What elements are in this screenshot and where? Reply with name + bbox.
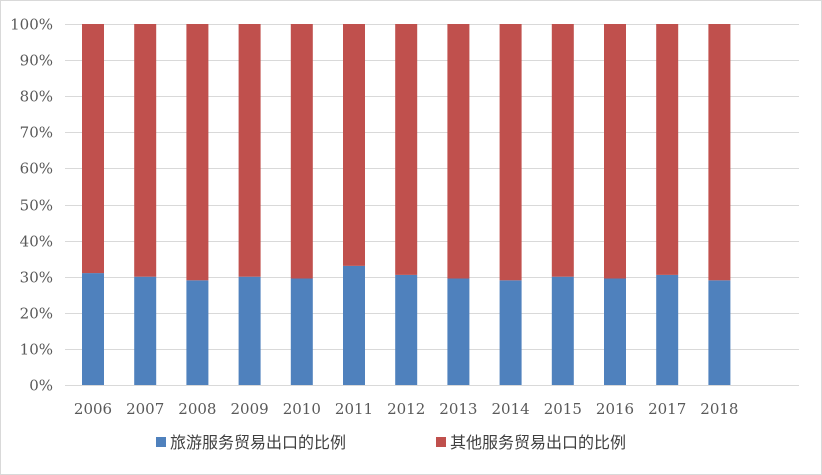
bar-tourism-2009	[238, 276, 261, 385]
bar-other-2013	[447, 24, 470, 279]
y-tick-label: 90%	[20, 52, 53, 70]
bar-tourism-2016	[604, 278, 626, 385]
bar-other-2016	[604, 24, 626, 279]
x-tick-label: 2017	[648, 400, 686, 418]
bar-tourism-2011	[343, 265, 365, 385]
y-tick-label: 0%	[29, 377, 53, 395]
legend-swatch	[436, 437, 446, 447]
y-tick-label: 50%	[20, 197, 53, 215]
x-tick-label: 2008	[178, 400, 216, 418]
y-tick-label: 60%	[20, 160, 53, 178]
y-axis-tick-labels: 0% 10% 20% 30% 40% 50% 60% 70% 80% 90% 100%	[10, 16, 53, 395]
bar-other-2008	[186, 24, 209, 281]
bar-other-2006	[82, 24, 104, 274]
gridlines	[65, 24, 799, 350]
bar-other-2009	[238, 24, 261, 277]
y-tick-label: 40%	[20, 233, 53, 251]
bar-tourism-2007	[134, 276, 157, 385]
bar-series	[82, 24, 731, 385]
bar-tourism-2018	[708, 280, 731, 385]
x-tick-label: 2018	[700, 400, 738, 418]
x-tick-label: 2014	[492, 400, 530, 418]
bar-tourism-2010	[290, 278, 313, 385]
bar-other-2007	[134, 24, 157, 277]
x-tick-label: 2009	[231, 400, 269, 418]
bar-other-2018	[708, 24, 731, 281]
bar-tourism-2006	[82, 273, 104, 385]
bar-other-2017	[656, 24, 679, 275]
bar-tourism-2015	[551, 276, 574, 385]
legend-label: 旅游服务贸易出口的比例	[170, 433, 346, 452]
legend[interactable]: 旅游服务贸易出口的比例 其他服务贸易出口的比例	[156, 433, 626, 452]
x-tick-label: 2015	[544, 400, 582, 418]
y-tick-label: 10%	[20, 341, 53, 359]
y-tick-label: 20%	[20, 305, 53, 323]
x-tick-label: 2012	[387, 400, 425, 418]
x-tick-label: 2007	[126, 400, 164, 418]
y-tick-label: 100%	[10, 16, 53, 34]
y-tick-label: 80%	[20, 88, 53, 106]
y-tick-label: 70%	[20, 124, 53, 142]
x-axis-tick-labels: 2006 2007 2008 2009 2010 2011 2012 2013 2014 2015…	[74, 400, 739, 418]
y-tick-label: 30%	[20, 269, 53, 287]
bar-tourism-2017	[656, 274, 679, 385]
bar-tourism-2012	[395, 274, 418, 385]
bar-other-2011	[343, 24, 365, 266]
x-tick-label: 2010	[283, 400, 321, 418]
x-tick-label: 2013	[439, 400, 477, 418]
bar-tourism-2008	[186, 280, 209, 385]
x-tick-label: 2016	[596, 400, 634, 418]
bar-other-2010	[290, 24, 313, 279]
bar-other-2014	[499, 24, 522, 281]
legend-label: 其他服务贸易出口的比例	[450, 433, 626, 452]
bar-tourism-2014	[499, 280, 522, 385]
legend-swatch	[156, 437, 166, 447]
bar-other-2012	[395, 24, 418, 275]
bar-tourism-2013	[447, 278, 470, 385]
x-tick-label: 2011	[335, 400, 373, 418]
bar-other-2015	[551, 24, 574, 277]
x-tick-label: 2006	[74, 400, 112, 418]
